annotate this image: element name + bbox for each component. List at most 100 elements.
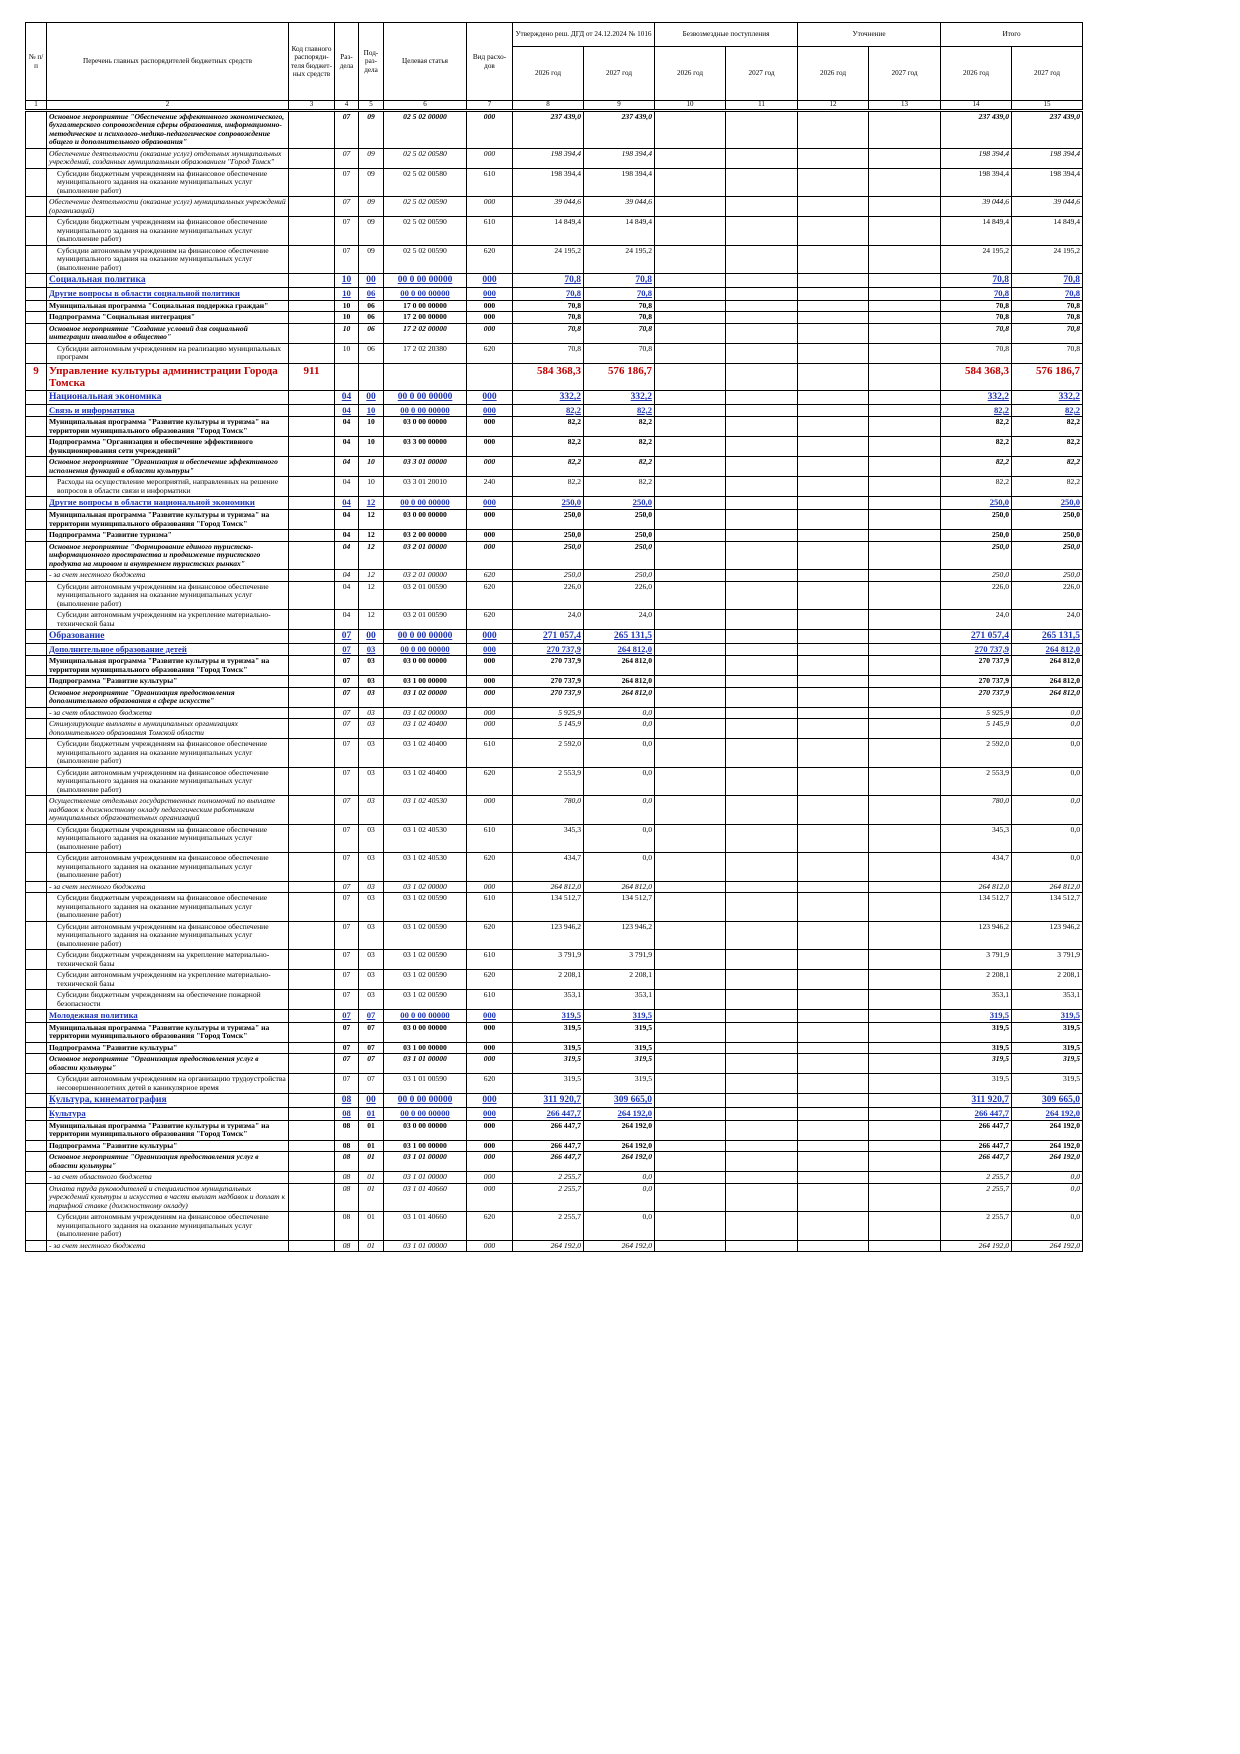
- table-row: Субсидии бюджетным учреждениям на финанс…: [25, 823, 1084, 854]
- cell-a26: 264 812,0: [512, 880, 584, 894]
- cell-empty: [797, 1009, 870, 1023]
- cell-empty: [797, 629, 870, 644]
- cell-pr: 10: [358, 403, 384, 418]
- cell-t27: 319,5: [1011, 1041, 1084, 1055]
- cell-rz: 10: [334, 311, 359, 324]
- cell-empty: [797, 216, 870, 246]
- cell-rz: 07: [334, 892, 359, 922]
- cell-t27: 264 192,0: [1011, 1151, 1084, 1173]
- cell-pr: 03: [358, 738, 384, 768]
- cell-code: [288, 299, 335, 313]
- cell-empty: [868, 311, 942, 324]
- cell-empty: [868, 852, 942, 882]
- cell-t27: 70,8: [1011, 322, 1084, 344]
- cell-empty: [724, 1151, 799, 1173]
- cell-empty: [868, 476, 942, 498]
- cell-a26: 70,8: [512, 342, 584, 364]
- cell-empty: [797, 436, 870, 458]
- cell-vr: 000: [466, 196, 513, 218]
- table-row: Субсидии автономным учреждениям на реали…: [25, 342, 1084, 364]
- cell-cs: 03 2 01 00000: [383, 569, 467, 582]
- cell-vr: 000: [466, 1171, 513, 1184]
- cell-empty: [868, 642, 942, 657]
- cell-empty: [654, 1009, 726, 1023]
- cell-t26: 319,5: [940, 1053, 1013, 1075]
- cell-pr: 03: [358, 823, 384, 854]
- cell-empty: [654, 362, 726, 392]
- cell-t26: 70,8: [940, 342, 1013, 364]
- cell-empty: [868, 629, 942, 644]
- cell-empty: [724, 1139, 799, 1153]
- cell-num: [25, 244, 47, 275]
- cell-num: [25, 273, 47, 288]
- cell-name: Субсидии автономным учреждениям на укреп…: [46, 969, 289, 991]
- cell-rz: 07: [334, 989, 359, 1011]
- cell-a26: 584 368,3: [512, 362, 584, 392]
- cell-empty: [868, 1041, 942, 1055]
- cell-cs: 02 5 02 00000: [383, 109, 467, 149]
- cell-empty: [868, 362, 942, 392]
- cell-cs: 03 1 02 00000: [383, 880, 467, 894]
- cell-empty: [654, 823, 726, 854]
- cell-empty: [724, 949, 799, 971]
- cell-a27: 82,2: [583, 403, 655, 418]
- cell-pr: 03: [358, 795, 384, 825]
- cell-empty: [797, 738, 870, 768]
- cell-empty: [868, 540, 942, 571]
- cell-code: [288, 1119, 335, 1141]
- cell-empty: [654, 167, 726, 198]
- cell-rz: 10: [334, 299, 359, 313]
- table-row: Основное мероприятие "Формирование едино…: [25, 540, 1084, 571]
- cell-code: [288, 147, 335, 169]
- cell-rz: 07: [334, 718, 359, 740]
- table-row: Субсидии автономным учреждениям на финан…: [25, 244, 1084, 275]
- cell-empty: [724, 738, 799, 768]
- cell-cs: 03 3 00 00000: [383, 436, 467, 458]
- cell-pr: 03: [358, 949, 384, 971]
- table-row: - за счет местного бюджета 08 01 03 1 01 00…: [25, 1239, 1084, 1253]
- cell-rz: 07: [334, 629, 359, 644]
- cell-rz: 07: [334, 852, 359, 882]
- cell-empty: [797, 196, 870, 218]
- cell-empty: [654, 416, 726, 438]
- cell-empty: [724, 244, 799, 275]
- cell-pr: 03: [358, 718, 384, 740]
- cell-empty: [724, 1073, 799, 1095]
- cell-empty: [724, 1093, 799, 1109]
- year-header: 2027 год: [583, 46, 655, 101]
- header-cell: Вид расхо-дов: [466, 22, 513, 101]
- cell-a27: 82,2: [583, 476, 655, 498]
- cell-rz: 07: [334, 1053, 359, 1075]
- cell-a26: 319,5: [512, 1073, 584, 1095]
- cell-rz: 07: [334, 949, 359, 971]
- cell-empty: [654, 322, 726, 344]
- cell-vr: 000: [466, 540, 513, 571]
- cell-empty: [654, 1211, 726, 1241]
- table-row: Муниципальная программа "Социальная подд…: [25, 299, 1084, 313]
- cell-cs: 03 0 00 00000: [383, 509, 467, 531]
- cell-empty: [654, 629, 726, 644]
- cell-a27: 264 192,0: [583, 1239, 655, 1253]
- cell-cs: 03 3 01 00000: [383, 456, 467, 478]
- cell-empty: [868, 989, 942, 1011]
- cell-name: - за счет местного бюджета: [46, 569, 289, 582]
- cell-name: Подпрограмма "Развитие туризма": [46, 529, 289, 542]
- cell-a26: 198 394,4: [512, 167, 584, 198]
- cell-t26: 271 057,4: [940, 629, 1013, 644]
- cell-vr: 000: [466, 403, 513, 418]
- cell-name: Субсидии автономным учреждениям на финан…: [46, 920, 289, 951]
- cell-t26: 780,0: [940, 795, 1013, 825]
- cell-rz: 07: [334, 706, 359, 720]
- cell-a26: 2 592,0: [512, 738, 584, 768]
- cell-empty: [868, 1139, 942, 1153]
- cell-empty: [868, 496, 942, 511]
- cell-empty: [868, 390, 942, 405]
- header-cell: Под-раз-дела: [358, 22, 384, 101]
- cell-cs: 03 0 00 00000: [383, 1021, 467, 1043]
- cell-empty: [797, 496, 870, 511]
- cell-empty: [868, 109, 942, 149]
- cell-a27: 2 208,1: [583, 969, 655, 991]
- cell-a26: 198 394,4: [512, 147, 584, 169]
- cell-t26: 3 791,9: [940, 949, 1013, 971]
- cell-cs: 03 1 02 00590: [383, 969, 467, 991]
